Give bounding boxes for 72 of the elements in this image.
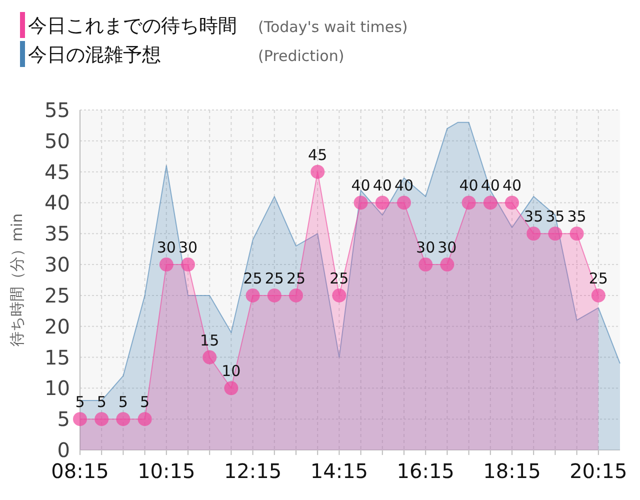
point [570,226,584,241]
y-tick-label: 55 [44,98,70,122]
point [548,226,562,241]
y-tick-label: 25 [44,283,70,308]
data-label: 25 [286,269,306,288]
data-label: 15 [200,331,220,350]
y-tick-label: 50 [44,128,70,153]
point [462,196,476,210]
text: 今日の混雑予想 (Prediction) [28,44,344,66]
y-tick-label: 0 [57,438,70,462]
data-label: 25 [264,269,284,288]
data-label: 45 [308,146,328,164]
data-label: 40 [394,176,414,195]
data-label: 35 [567,208,586,226]
point [526,226,541,241]
data-label: 5 [96,393,106,412]
y-tick-label: 20 [44,314,70,338]
point [224,381,238,396]
point [354,196,368,210]
y-axis-title: 待ち時間（分）min [8,213,26,347]
data-label: 35 [524,208,544,226]
x-tick-label: 10:15 [138,459,196,483]
data-label: 5 [118,393,128,412]
point [591,288,606,302]
point [483,196,498,210]
data-label: 25 [588,269,608,288]
point [73,412,87,426]
y-tick-label: 35 [44,222,70,246]
y-tick-label: 5 [57,407,70,432]
data-label: 25 [243,269,262,288]
point [159,258,174,272]
x-tick-label: 08:15 [51,459,109,483]
data-label: 30 [438,238,457,257]
data-label: 5 [75,393,85,412]
point [202,350,217,364]
point [116,412,130,426]
data-label: 40 [480,176,500,195]
point [397,196,411,210]
x-tick-label: 18:15 [483,459,541,483]
legend-label: 今日これまでの待ち時間 (Today's wait times) [28,15,408,37]
x-tick-label: 14:15 [310,459,368,483]
data-label: 5 [140,393,150,412]
x-tick-label: 16:15 [396,459,454,483]
data-label: 40 [351,176,370,195]
y-tick-label: 30 [44,252,70,277]
x-tick-label: 20:15 [570,459,628,483]
y-tick-label: 10 [44,376,70,400]
point [94,412,109,426]
data-label: 40 [459,176,478,195]
data-label: 30 [416,238,436,257]
point [440,258,454,272]
data-label: 35 [546,208,565,226]
data-label: 40 [502,176,522,195]
point [246,288,260,302]
point [332,288,346,302]
point [138,412,152,426]
y-tick-label: 45 [44,160,70,184]
point [181,258,195,272]
data-label: 25 [330,269,349,288]
point [310,164,325,179]
y-tick-label: 40 [44,190,70,215]
point [267,288,282,302]
data-label: 40 [372,176,392,195]
x-tick-label: 12:15 [224,459,282,483]
point [289,288,303,302]
point [418,258,433,272]
data-label: 30 [178,238,198,257]
point [375,196,390,210]
point [505,196,519,210]
data-label: 10 [222,362,241,380]
y-tick-label: 15 [44,345,70,370]
data-label: 30 [156,238,176,257]
